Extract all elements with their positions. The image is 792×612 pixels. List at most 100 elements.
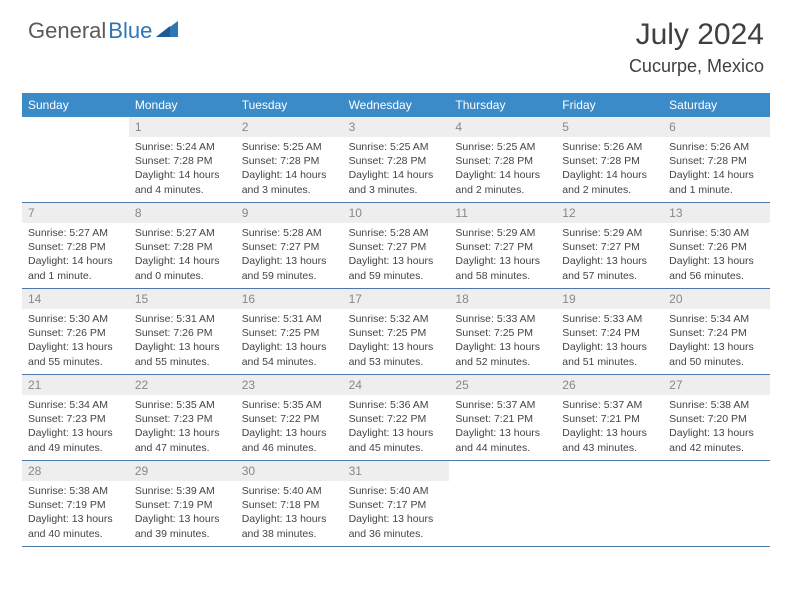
calendar-cell: . — [22, 117, 129, 203]
day-number: 12 — [556, 203, 663, 223]
day-detail-line: Daylight: 13 hours — [349, 512, 444, 526]
day-detail-line: Sunset: 7:25 PM — [455, 326, 550, 340]
day-detail-line: Sunrise: 5:25 AM — [242, 140, 337, 154]
day-detail-line: Sunrise: 5:30 AM — [28, 312, 123, 326]
day-detail-line: Daylight: 13 hours — [135, 340, 230, 354]
day-detail-line: Sunset: 7:24 PM — [669, 326, 764, 340]
day-detail-line: and 39 minutes. — [135, 527, 230, 541]
day-details: Sunrise: 5:29 AMSunset: 7:27 PMDaylight:… — [449, 223, 556, 285]
day-details: Sunrise: 5:25 AMSunset: 7:28 PMDaylight:… — [449, 137, 556, 199]
calendar-week: 28Sunrise: 5:38 AMSunset: 7:19 PMDayligh… — [22, 461, 770, 547]
day-detail-line: Sunset: 7:27 PM — [242, 240, 337, 254]
brand-triangle-icon — [156, 21, 178, 42]
day-detail-line: Sunset: 7:26 PM — [28, 326, 123, 340]
calendar-cell: 9Sunrise: 5:28 AMSunset: 7:27 PMDaylight… — [236, 203, 343, 289]
day-number: 16 — [236, 289, 343, 309]
day-detail-line: Sunset: 7:25 PM — [242, 326, 337, 340]
day-detail-line: Sunrise: 5:35 AM — [242, 398, 337, 412]
day-details: Sunrise: 5:37 AMSunset: 7:21 PMDaylight:… — [556, 395, 663, 457]
day-detail-line: Daylight: 14 hours — [562, 168, 657, 182]
day-detail-line: Sunset: 7:20 PM — [669, 412, 764, 426]
calendar-week: 14Sunrise: 5:30 AMSunset: 7:26 PMDayligh… — [22, 289, 770, 375]
day-detail-line: Sunrise: 5:29 AM — [455, 226, 550, 240]
day-detail-line: and 59 minutes. — [349, 269, 444, 283]
day-number: 13 — [663, 203, 770, 223]
day-detail-line: Daylight: 13 hours — [349, 254, 444, 268]
day-detail-line: and 56 minutes. — [669, 269, 764, 283]
weekday-label: Thursday — [449, 93, 556, 117]
day-number: 24 — [343, 375, 450, 395]
day-detail-line: Sunrise: 5:28 AM — [349, 226, 444, 240]
day-details: Sunrise: 5:40 AMSunset: 7:17 PMDaylight:… — [343, 481, 450, 543]
day-details: Sunrise: 5:25 AMSunset: 7:28 PMDaylight:… — [236, 137, 343, 199]
day-detail-line: Sunrise: 5:37 AM — [562, 398, 657, 412]
calendar-cell: 12Sunrise: 5:29 AMSunset: 7:27 PMDayligh… — [556, 203, 663, 289]
day-detail-line: Daylight: 14 hours — [135, 254, 230, 268]
day-number: 29 — [129, 461, 236, 481]
day-details: Sunrise: 5:31 AMSunset: 7:26 PMDaylight:… — [129, 309, 236, 371]
day-detail-line: Sunset: 7:21 PM — [562, 412, 657, 426]
day-number: 17 — [343, 289, 450, 309]
day-detail-line: Sunrise: 5:38 AM — [28, 484, 123, 498]
calendar-cell: 15Sunrise: 5:31 AMSunset: 7:26 PMDayligh… — [129, 289, 236, 375]
calendar-cell: 11Sunrise: 5:29 AMSunset: 7:27 PMDayligh… — [449, 203, 556, 289]
calendar-week: 7Sunrise: 5:27 AMSunset: 7:28 PMDaylight… — [22, 203, 770, 289]
day-detail-line: Sunset: 7:22 PM — [349, 412, 444, 426]
day-detail-line: and 54 minutes. — [242, 355, 337, 369]
day-detail-line: and 45 minutes. — [349, 441, 444, 455]
day-detail-line: Daylight: 14 hours — [28, 254, 123, 268]
day-number: 1 — [129, 117, 236, 137]
day-detail-line: and 2 minutes. — [455, 183, 550, 197]
day-number: 15 — [129, 289, 236, 309]
day-detail-line: Daylight: 13 hours — [135, 426, 230, 440]
day-detail-line: Sunrise: 5:27 AM — [28, 226, 123, 240]
day-detail-line: Daylight: 13 hours — [135, 512, 230, 526]
calendar-cell: 7Sunrise: 5:27 AMSunset: 7:28 PMDaylight… — [22, 203, 129, 289]
day-detail-line: Sunset: 7:27 PM — [349, 240, 444, 254]
calendar-cell: 10 Sunrise: 5:28 AMSunset: 7:27 PMDayligh… — [343, 203, 450, 289]
day-detail-line: and 3 minutes. — [349, 183, 444, 197]
day-detail-line: Daylight: 14 hours — [349, 168, 444, 182]
day-detail-line: and 1 minute. — [669, 183, 764, 197]
calendar-cell: 16Sunrise: 5:31 AMSunset: 7:25 PMDayligh… — [236, 289, 343, 375]
calendar-week: .1Sunrise: 5:24 AMSunset: 7:28 PMDayligh… — [22, 117, 770, 203]
day-details: Sunrise: 5:29 AMSunset: 7:27 PMDaylight:… — [556, 223, 663, 285]
day-details: Sunrise: 5:25 AMSunset: 7:28 PMDaylight:… — [343, 137, 450, 199]
day-detail-line: Sunrise: 5:27 AM — [135, 226, 230, 240]
day-number: 7 — [22, 203, 129, 223]
brand-logo: General Blue — [28, 18, 178, 44]
calendar-cell: 20Sunrise: 5:34 AMSunset: 7:24 PMDayligh… — [663, 289, 770, 375]
calendar-cell: 4Sunrise: 5:25 AMSunset: 7:28 PMDaylight… — [449, 117, 556, 203]
calendar-cell: . — [449, 461, 556, 547]
day-detail-line: Sunrise: 5:38 AM — [669, 398, 764, 412]
day-detail-line: Daylight: 13 hours — [455, 254, 550, 268]
day-detail-line: and 51 minutes. — [562, 355, 657, 369]
day-details: Sunrise: 5:34 AMSunset: 7:23 PMDaylight:… — [22, 395, 129, 457]
day-detail-line: Daylight: 13 hours — [455, 340, 550, 354]
day-number: 9 — [236, 203, 343, 223]
day-number: 3 — [343, 117, 450, 137]
day-detail-line: Sunset: 7:21 PM — [455, 412, 550, 426]
day-detail-line: Sunrise: 5:37 AM — [455, 398, 550, 412]
day-detail-line: and 58 minutes. — [455, 269, 550, 283]
day-number: 10 — [343, 203, 450, 223]
day-detail-line: Sunrise: 5:35 AM — [135, 398, 230, 412]
calendar-cell: . — [556, 461, 663, 547]
day-detail-line: Sunset: 7:19 PM — [135, 498, 230, 512]
day-details: Sunrise: 5:26 AMSunset: 7:28 PMDaylight:… — [556, 137, 663, 199]
day-detail-line: Sunrise: 5:31 AM — [242, 312, 337, 326]
day-details: Sunrise: 5:26 AMSunset: 7:28 PMDaylight:… — [663, 137, 770, 199]
calendar-cell: 2Sunrise: 5:25 AMSunset: 7:28 PMDaylight… — [236, 117, 343, 203]
day-detail-line: Sunset: 7:28 PM — [135, 154, 230, 168]
day-detail-line: Sunrise: 5:34 AM — [28, 398, 123, 412]
day-details: Sunrise: 5:24 AMSunset: 7:28 PMDaylight:… — [129, 137, 236, 199]
day-detail-line: Sunset: 7:27 PM — [562, 240, 657, 254]
day-detail-line: Daylight: 13 hours — [562, 254, 657, 268]
day-detail-line: and 57 minutes. — [562, 269, 657, 283]
day-detail-line: and 50 minutes. — [669, 355, 764, 369]
day-detail-line: and 44 minutes. — [455, 441, 550, 455]
day-detail-line: Sunrise: 5:32 AM — [349, 312, 444, 326]
weekday-label: Sunday — [22, 93, 129, 117]
day-number: 18 — [449, 289, 556, 309]
day-detail-line: Daylight: 13 hours — [242, 512, 337, 526]
